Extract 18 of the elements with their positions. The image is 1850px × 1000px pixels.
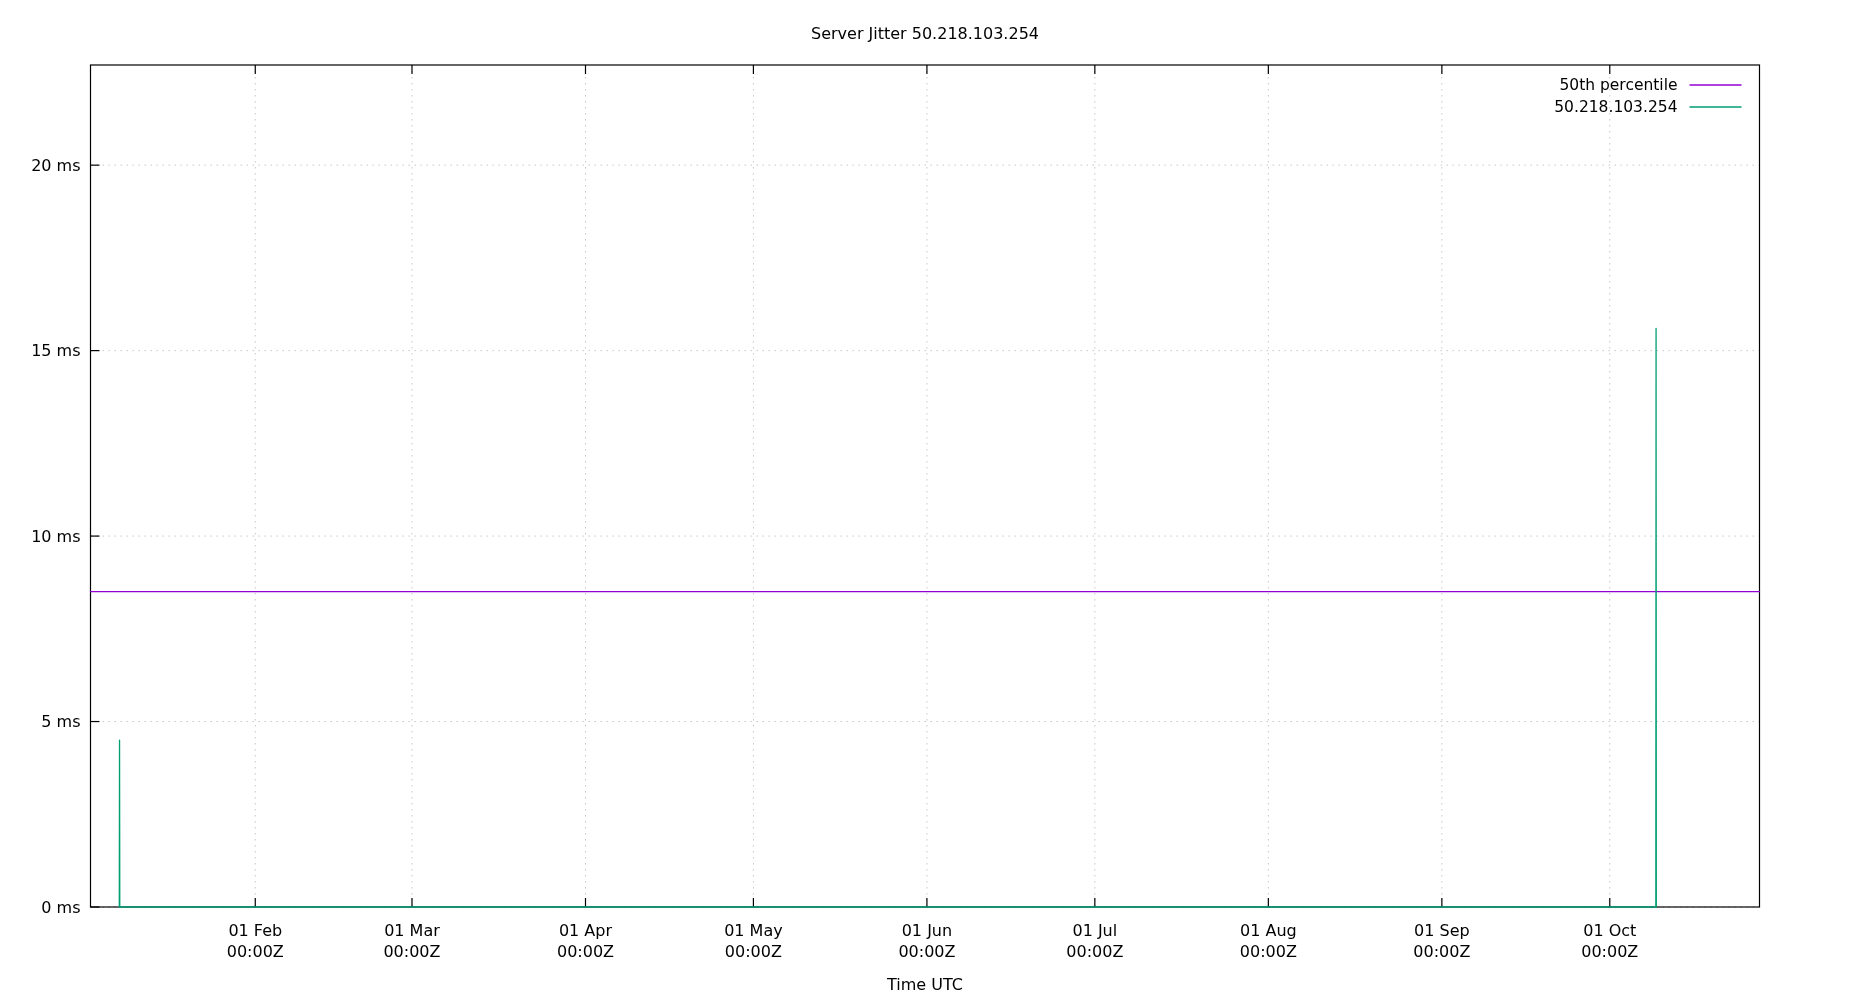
y-tick-label: 5 ms	[41, 712, 81, 732]
y-tick-label: 20 ms	[31, 155, 81, 175]
legend-label: 50.218.103.254	[1554, 98, 1678, 117]
x-tick-label: 01 Oct 00:00Z	[1581, 920, 1639, 962]
y-tick-label: 10 ms	[31, 526, 81, 546]
x-tick-label: 01 Feb 00:00Z	[226, 920, 284, 962]
y-tick-label: 0 ms	[41, 897, 81, 917]
x-tick-label: 01 Sep 00:00Z	[1413, 920, 1471, 962]
x-tick-label: 01 Aug 00:00Z	[1239, 920, 1297, 962]
x-tick-label: 01 Jun 00:00Z	[898, 920, 956, 962]
x-tick-label: 01 May 00:00Z	[724, 920, 783, 962]
x-tick-label: 01 Jul 00:00Z	[1066, 920, 1124, 962]
y-tick-label: 15 ms	[31, 341, 81, 361]
x-tick-label: 01 Mar 00:00Z	[383, 920, 441, 962]
x-axis-title: Time UTC	[886, 974, 963, 994]
legend-label: 50th percentile	[1559, 76, 1678, 95]
x-tick-label: 01 Apr 00:00Z	[556, 920, 615, 962]
chart-title: Server Jitter 50.218.103.254	[810, 23, 1040, 43]
